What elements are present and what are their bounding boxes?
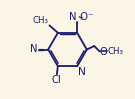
Text: N: N: [30, 44, 38, 54]
Text: Cl: Cl: [52, 75, 62, 85]
Text: N: N: [69, 12, 77, 22]
Text: N: N: [78, 67, 86, 77]
Text: ·O⁻: ·O⁻: [77, 12, 94, 22]
Text: +: +: [77, 15, 83, 21]
Text: CH₃: CH₃: [33, 16, 49, 25]
Text: O: O: [100, 47, 108, 57]
Text: CH₃: CH₃: [107, 47, 123, 56]
